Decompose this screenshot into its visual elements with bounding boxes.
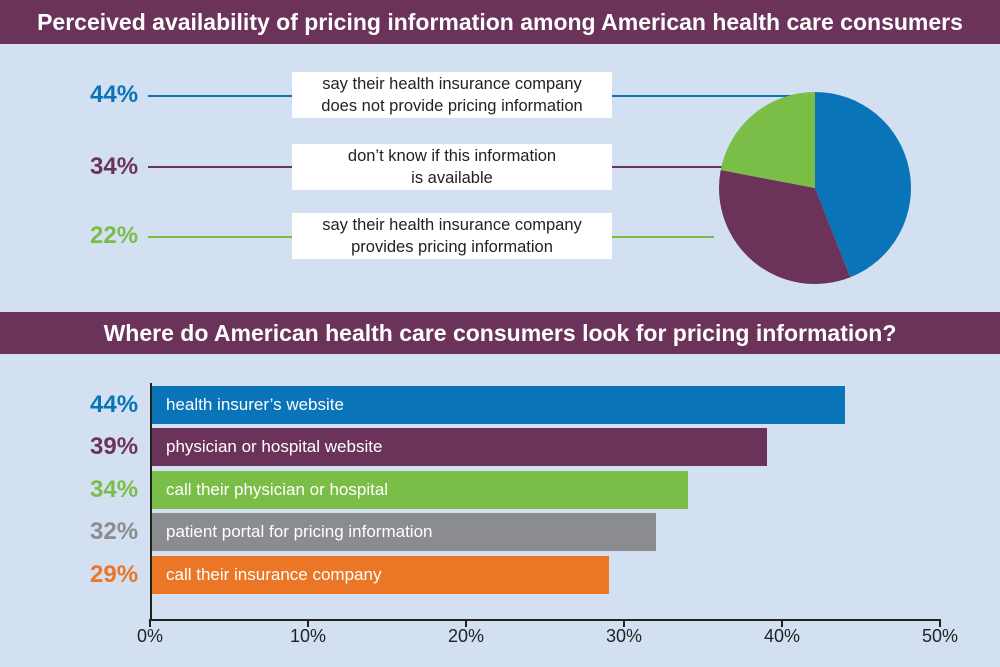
bar-value-label: 34% [90, 476, 139, 503]
bar-category-label: patient portal for pricing information [166, 522, 433, 541]
pie-value-label: 22% [90, 222, 139, 249]
bar-value-label: 32% [90, 518, 139, 545]
bar: patient portal for pricing information [152, 513, 657, 551]
callout-line: does not provide pricing information [321, 97, 583, 115]
bar-value-label: 29% [90, 561, 139, 588]
y-axis-line [150, 383, 152, 619]
callout-line: is available [411, 169, 493, 187]
x-tick [781, 619, 783, 627]
pie-chart [719, 92, 912, 284]
x-tick [307, 619, 309, 627]
pie-value-label: 44% [90, 81, 139, 108]
bar-category-label: call their physician or hospital [166, 480, 389, 499]
x-tick [939, 619, 941, 627]
bar-category-label: call their insurance company [166, 565, 382, 584]
callout-line: provides pricing information [351, 238, 553, 256]
callout-line: don’t know if this information [347, 147, 557, 165]
x-tick [465, 619, 467, 627]
pie-slice-0 [815, 92, 912, 278]
pie-callout-1: don’t know if this information is availa… [292, 144, 612, 190]
pie-slice-1 [719, 170, 851, 284]
x-tick-label: 10% [289, 626, 327, 646]
x-tick-label: 40% [763, 626, 801, 646]
x-tick-label: 30% [605, 626, 643, 646]
callout-line: say their health insurance company [322, 216, 582, 234]
pie-slice-2 [720, 92, 815, 188]
bar-chart-title: Where do American health care consumers … [0, 312, 1000, 354]
x-tick-label: 50% [921, 626, 959, 646]
x-axis-line [150, 619, 940, 621]
pie-callout-2: say their health insurance company provi… [292, 213, 612, 259]
bar-category-label: physician or hospital website [166, 437, 383, 456]
bar-value-label: 39% [90, 433, 139, 460]
pie-callout-0: say their health insurance company does … [292, 72, 612, 118]
x-tick [623, 619, 625, 627]
callout-line: say their health insurance company [322, 75, 582, 93]
bar-category-label: health insurer’s website [166, 395, 344, 414]
x-tick-label: 0% [136, 626, 163, 646]
bar: call their insurance company [152, 556, 610, 594]
bar: call their physician or hospital [152, 471, 688, 509]
bar-value-label: 44% [90, 391, 139, 418]
x-tick-label: 20% [447, 626, 485, 646]
pie-chart-title: Perceived availability of pricing inform… [0, 0, 1000, 44]
x-tick [149, 619, 151, 627]
bar: health insurer’s website [152, 386, 846, 424]
pie-value-label: 34% [90, 153, 139, 180]
bar: physician or hospital website [152, 428, 767, 466]
